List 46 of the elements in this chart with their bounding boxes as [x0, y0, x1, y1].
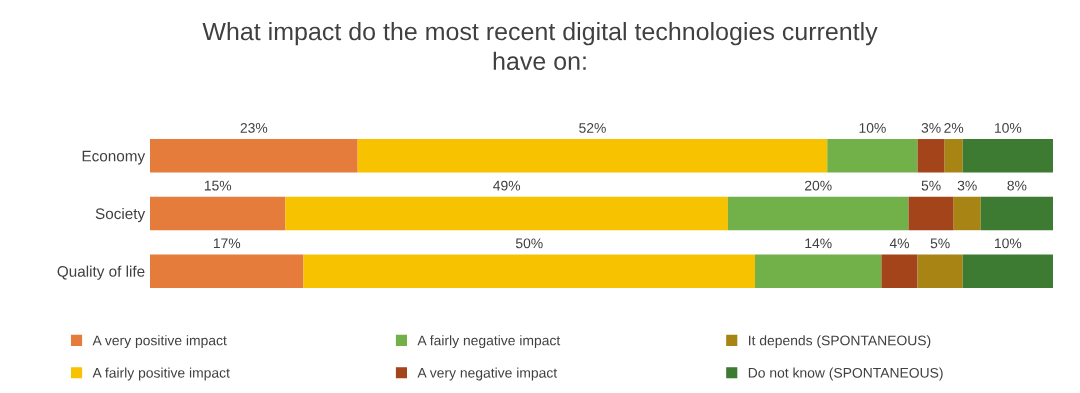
data-label: 14% — [805, 238, 832, 249]
data-label: 2% — [944, 123, 964, 133]
data-label: 15% — [204, 180, 232, 191]
data-label: 52% — [579, 123, 606, 133]
data-label: 5% — [930, 238, 950, 249]
chart-title: What impact do the most recent digital technologies currently have on: — [202, 22, 878, 71]
bar — [303, 254, 756, 288]
data-label: 49% — [493, 180, 521, 191]
data-label: 3% — [921, 123, 941, 133]
bar — [357, 139, 828, 173]
bar — [150, 139, 358, 173]
bar — [755, 254, 882, 288]
legend-label: Do not know (SPONTANEOUS) — [748, 367, 943, 381]
bar — [917, 254, 963, 288]
data-label: 4% — [889, 238, 910, 249]
data-label: 10% — [995, 123, 1022, 133]
data-label: 20% — [805, 180, 832, 191]
y-tick-label: Society — [95, 207, 146, 223]
y-tick-label: Quality of life — [57, 265, 145, 280]
bar — [908, 196, 954, 231]
bar — [150, 196, 286, 231]
bar — [953, 196, 981, 231]
bar — [962, 139, 1053, 173]
legend-label: A very positive impact — [92, 335, 227, 349]
bar — [285, 196, 728, 231]
bar — [980, 196, 1053, 231]
data-label: 5% — [921, 180, 941, 191]
legend-label: A very negative impact — [417, 367, 558, 381]
data-label: 8% — [1007, 180, 1027, 191]
data-label: 23% — [240, 123, 268, 133]
bar — [150, 254, 304, 288]
bar — [917, 139, 945, 173]
bar — [727, 196, 909, 231]
data-label: 3% — [957, 180, 977, 191]
legend-label: It depends (SPONTANEOUS) — [749, 335, 931, 349]
bar — [962, 254, 1053, 288]
legend-label: A fairly positive impact — [92, 367, 230, 381]
bar — [881, 254, 918, 288]
data-label: 10% — [859, 123, 886, 133]
data-label: 50% — [515, 238, 543, 249]
bar — [944, 139, 963, 173]
y-tick-label: Economy — [82, 150, 146, 165]
legend-label: A fairly negative impact — [417, 335, 561, 349]
data-label: 10% — [995, 238, 1022, 249]
bar — [827, 139, 918, 173]
data-label: 17% — [213, 238, 241, 249]
